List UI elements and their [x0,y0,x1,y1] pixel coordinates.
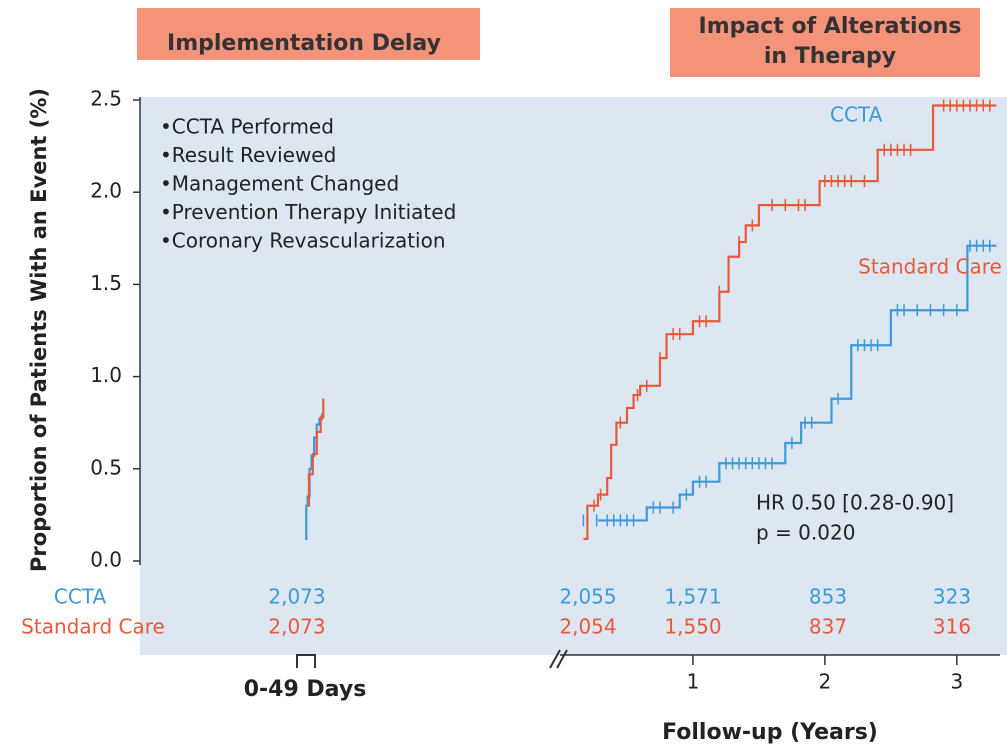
at-risk-value: 853 [809,585,847,609]
x-tick-label: 1 [687,670,700,694]
km-curve-early [307,398,325,507]
y-tick-label: 2.0 [90,179,122,203]
series-label: Standard Care [858,255,1002,279]
at-risk-value: 2,073 [268,585,325,609]
plot-background [140,97,1007,655]
series-label: CCTA [830,103,883,127]
at-risk-value: 1,571 [664,585,721,609]
annotation: •Coronary Revascularization [160,229,446,253]
y-tick-label: 1.5 [90,271,122,295]
y-tick-label: 1.0 [90,363,122,387]
x-tick-label: 2 [819,670,832,694]
at-risk-value: 2,054 [559,615,616,639]
header: Implementation Delay [167,31,441,56]
annotation: •Prevention Therapy Initiated [160,200,456,224]
hr-text: p = 0.020 [756,521,855,545]
x-tick-label: 3 [950,670,963,694]
at-risk-label: CCTA [54,585,107,609]
x-axis-label: Follow-up (Years) [662,720,878,745]
y-tick-label: 0.0 [90,548,122,572]
at-risk-value: 1,550 [664,615,721,639]
hr-text: HR 0.50 [0.28-0.90] [756,491,954,515]
at-risk-value: 2,055 [559,585,616,609]
header: Impact of Alterations [699,14,962,39]
header-box [137,8,480,60]
annotation: •Result Reviewed [160,143,336,167]
annotation: •CCTA Performed [160,115,334,139]
at-risk-value: 837 [809,615,847,639]
early-label: 0-49 Days [244,677,367,702]
at-risk-value: 2,073 [268,615,325,639]
y-tick-label: 0.5 [90,455,122,479]
annotation: •Management Changed [160,172,399,196]
y-tick-label: 2.5 [90,87,122,111]
at-risk-value: 316 [933,615,971,639]
at-risk-value: 323 [933,585,971,609]
at-risk-label: Standard Care [21,615,165,639]
km-curve [583,104,997,540]
y-axis-label: Proportion of Patients With an Event (%) [27,88,51,572]
early-bracket [296,654,316,668]
km-curve [597,244,997,522]
km-curve-early [305,413,324,540]
header-box [670,8,980,77]
header: in Therapy [764,44,896,69]
axis-break [549,649,568,669]
